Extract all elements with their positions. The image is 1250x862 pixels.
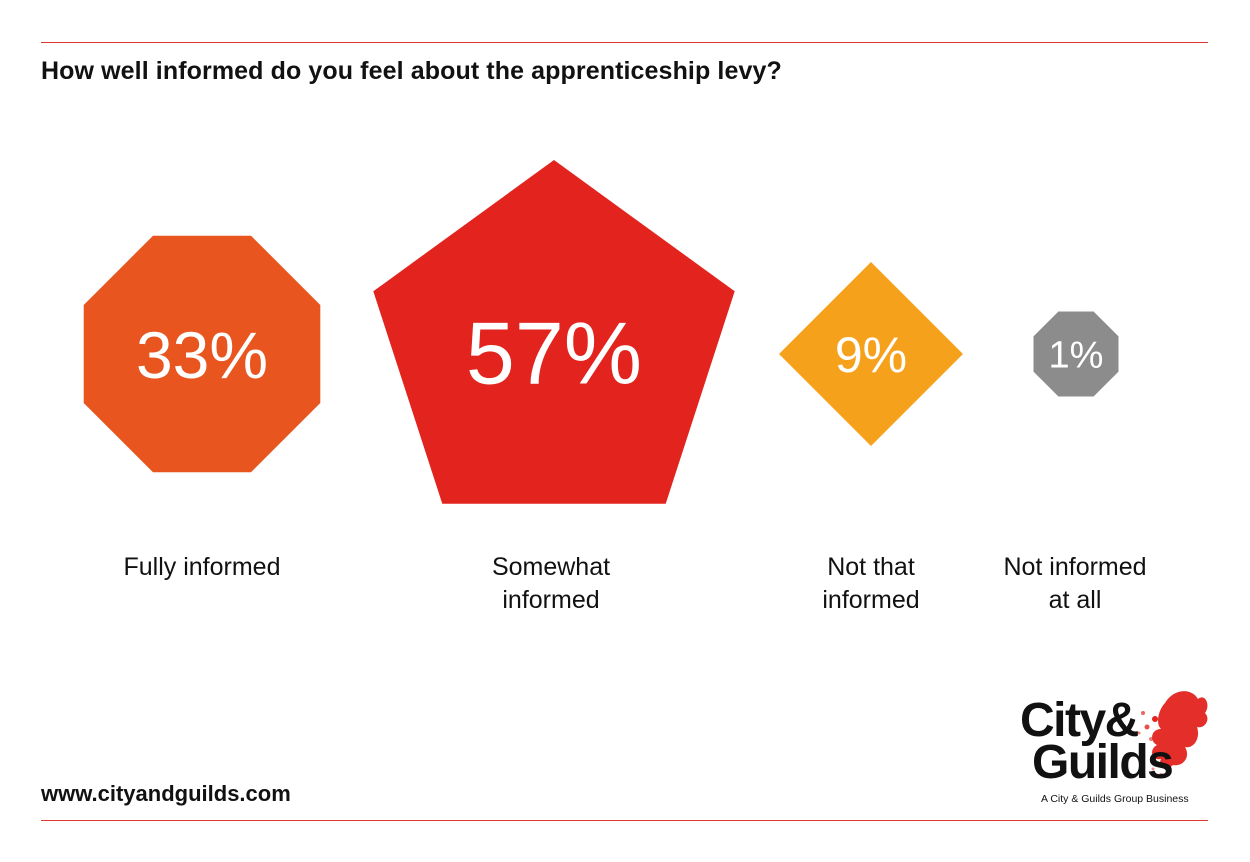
- shape-octagon-1: [83, 235, 321, 473]
- category-label-4: Not informed at all: [965, 551, 1185, 617]
- shape-diamond-3: [779, 262, 963, 446]
- top-rule: [41, 42, 1208, 43]
- shape-octagon-4: [1033, 311, 1119, 397]
- category-label-line: at all: [1048, 586, 1102, 614]
- category-label-line: informed: [822, 586, 920, 614]
- category-label-3: Not that informed: [761, 551, 981, 617]
- shape-pentagon-2: [373, 160, 735, 504]
- logo-tagline: A City & Guilds Group Business: [1041, 793, 1189, 805]
- value-label-3: 9%: [835, 327, 907, 383]
- category-label-line: Somewhat: [491, 553, 611, 581]
- logo-city-text: City&: [1020, 694, 1139, 747]
- category-label-line: Not informed: [1003, 553, 1147, 581]
- lion-icon: [1137, 691, 1208, 777]
- value-label-1: 33%: [136, 318, 268, 392]
- category-label-line: Not that: [827, 553, 915, 581]
- category-label-line: Fully informed: [123, 553, 281, 581]
- category-label-line: informed: [502, 586, 600, 614]
- website-url[interactable]: www.cityandguilds.com: [41, 781, 291, 806]
- category-label-2: Somewhat informed: [441, 551, 661, 617]
- city-and-guilds-logo: City& Guilds A City & Guilds Group Busin…: [1015, 683, 1215, 808]
- chart-title: How well informed do you feel about the …: [41, 57, 782, 85]
- logo-guilds-text: Guilds: [1032, 736, 1174, 789]
- value-label-2: 57%: [466, 304, 642, 403]
- category-label-1: Fully informed: [92, 551, 312, 584]
- bottom-rule: [41, 820, 1208, 821]
- value-label-4: 1%: [1049, 335, 1104, 377]
- chart-area: 33% 57% 9% 1%: [83, 160, 1119, 504]
